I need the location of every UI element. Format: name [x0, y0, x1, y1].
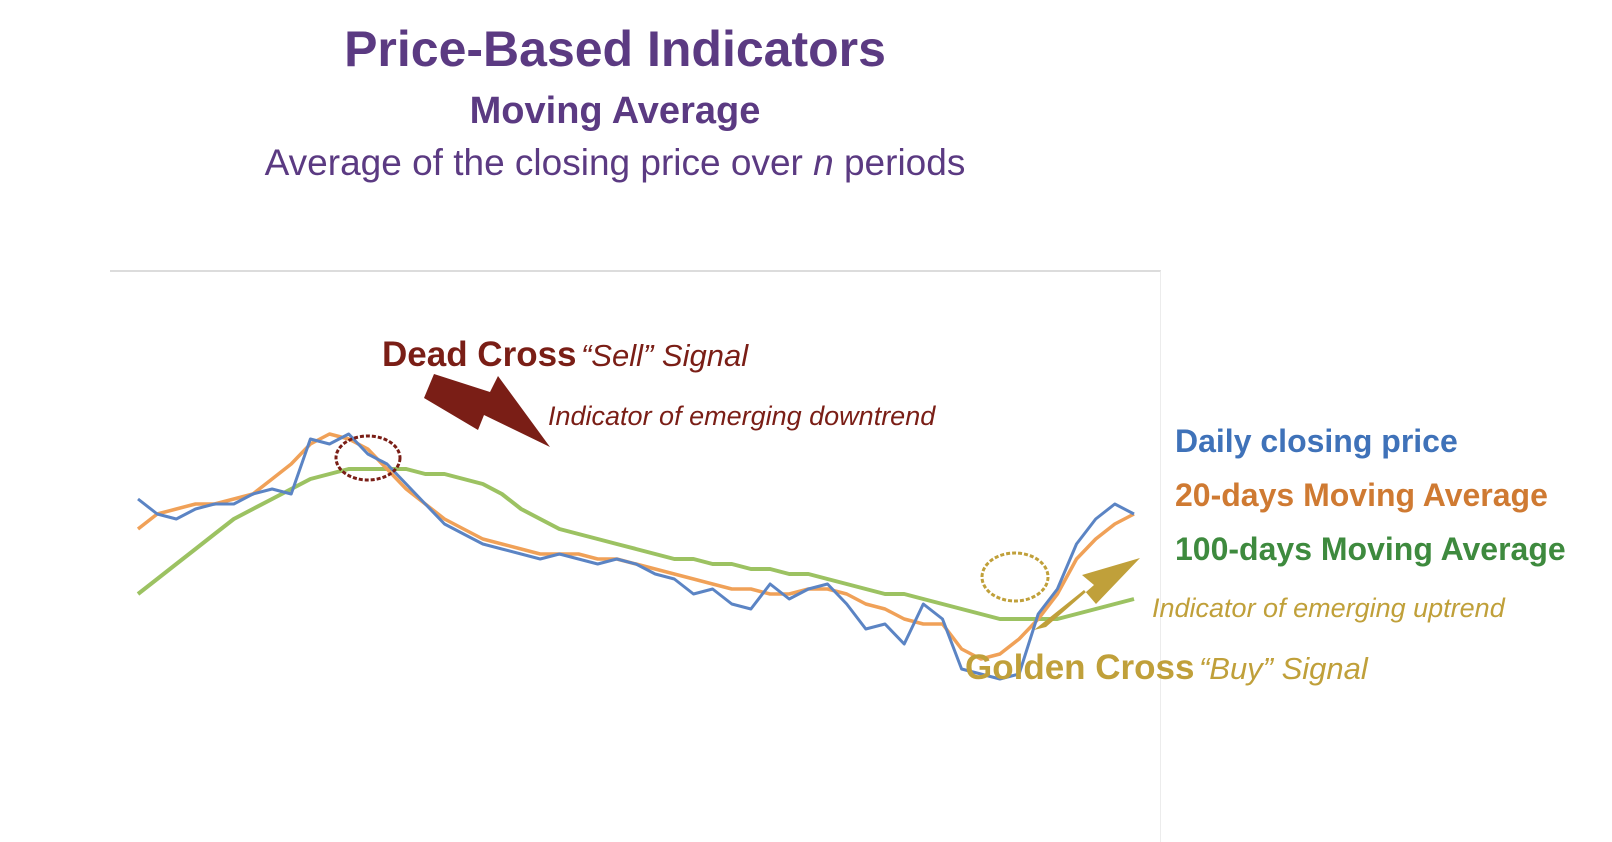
golden-cross-signal: “Buy” Signal: [1198, 651, 1368, 686]
golden-cross-arrow: [1034, 558, 1140, 630]
slide-title: Price-Based Indicators: [344, 21, 886, 77]
chart-frame: [110, 270, 1161, 842]
series-line-daily-price: [137, 432, 1135, 681]
legend-item-100-day-ma: 100-days Moving Average: [1175, 531, 1566, 567]
dead-cross-note: Indicator of emerging downtrend: [548, 401, 936, 431]
description-text-start: Average of the closing price over: [264, 142, 814, 183]
dead-cross-signal: “Sell” Signal: [580, 338, 749, 373]
description-text-end: periods: [833, 142, 966, 183]
dead-cross-arrow: [424, 374, 550, 447]
series-layer: [136, 432, 1135, 681]
golden-cross-annotation: Golden Cross “Buy” Signal: [965, 648, 1368, 688]
dead-cross-marker: [334, 434, 402, 482]
description-variable: n: [813, 142, 834, 183]
golden-cross-note: Indicator of emerging uptrend: [1152, 593, 1505, 623]
series-line-100-day-ma: [136, 467, 1135, 621]
golden-cross-label: Golden Cross: [965, 648, 1195, 687]
dead-cross-label: Dead Cross: [382, 335, 577, 374]
slide-description: Average of the closing price over n peri…: [0, 142, 1230, 184]
series-line-20-day-ma: [136, 432, 1135, 661]
legend-item-daily-price: Daily closing price: [1175, 423, 1458, 459]
dead-cross-annotation: Dead Cross “Sell” Signal: [382, 335, 748, 375]
golden-cross-marker: [980, 551, 1050, 603]
legend-item-20-day-ma: 20-days Moving Average: [1175, 477, 1548, 513]
slide-subtitle: Moving Average: [469, 90, 761, 132]
